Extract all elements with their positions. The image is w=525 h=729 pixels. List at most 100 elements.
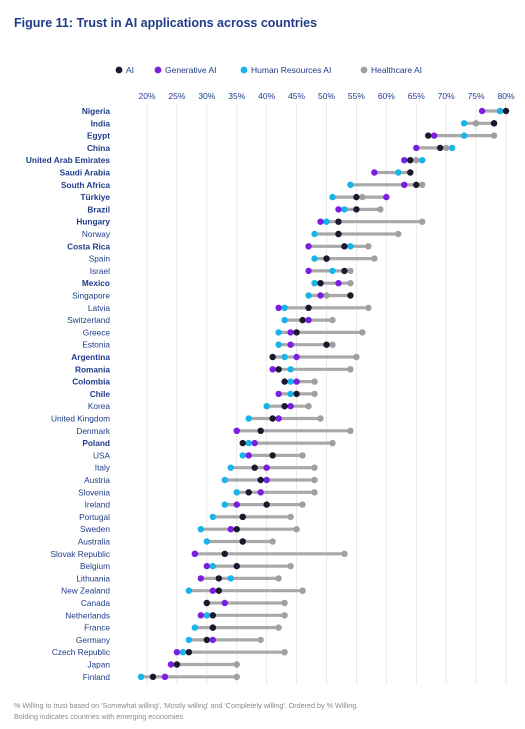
dot-hr: [287, 366, 294, 373]
dot-gen: [335, 206, 342, 213]
dot-health: [275, 575, 282, 582]
dot-hr: [323, 218, 330, 225]
dot-hr: [179, 649, 187, 656]
dot-health: [287, 562, 294, 570]
dot-gen: [317, 218, 324, 225]
dot-gen: [197, 575, 205, 582]
chart-grid: [146, 104, 507, 685]
dot-gen: [167, 661, 175, 668]
dot-health: [269, 538, 276, 545]
dot-ai: [436, 144, 444, 152]
x-axis-ticks: 20% 25% 30% 35% 40% 45% 50% 55% 60% 65% 70% 75% 80%: [138, 91, 514, 101]
dot-hr: [263, 403, 270, 410]
country-label: Italy: [95, 463, 111, 473]
dot-hr: [347, 243, 354, 250]
dot-gen: [191, 550, 199, 557]
country-label: Nigeria: [82, 106, 111, 116]
dot-health: [311, 390, 318, 398]
dot-hr: [221, 501, 228, 508]
dot-health: [419, 218, 426, 225]
dot-ai: [407, 169, 414, 176]
dot-gen: [275, 304, 282, 311]
dot-hr: [311, 230, 318, 238]
country-label: Canada: [81, 598, 110, 608]
row-usa: USA: [93, 450, 306, 460]
country-label: Spain: [89, 254, 111, 264]
dot-hr: [287, 390, 294, 398]
country-label: Lithuania: [76, 573, 110, 583]
country-label: Chile: [90, 389, 111, 399]
row-norway: Norway: [82, 229, 402, 239]
dot-health: [281, 649, 288, 656]
row-saudi-arabia: Saudi Arabia: [60, 168, 414, 178]
dot-gen: [413, 144, 420, 152]
x-tick-label-11: 75%: [468, 91, 485, 101]
dot-hr: [347, 181, 354, 188]
dot-health: [329, 439, 336, 447]
dot-gen: [269, 366, 276, 373]
dot-ai: [239, 538, 246, 545]
dot-ai: [209, 624, 217, 631]
row-germany: Germany: [76, 635, 264, 645]
country-label: Greece: [83, 327, 111, 337]
row-brazil: Brazil: [87, 204, 384, 214]
dot-ai: [149, 673, 157, 680]
dot-health: [311, 489, 318, 496]
dot-gen: [305, 243, 312, 250]
row-denmark: Denmark: [76, 426, 354, 436]
dot-hr: [233, 489, 240, 496]
dot-health: [311, 464, 318, 471]
dot-gen: [197, 612, 205, 619]
row-mexico: Mexico: [82, 278, 354, 288]
dot-hr: [281, 316, 288, 324]
dot-ai: [203, 636, 211, 644]
row-costa-rica: Costa Rica: [67, 241, 372, 251]
row-canada: Canada: [81, 598, 288, 608]
dot-ai: [215, 587, 222, 594]
row-colombia: Colombia: [72, 377, 318, 387]
country-label: Colombia: [72, 377, 110, 387]
row-korea: Korea: [88, 401, 312, 411]
dot-gen: [383, 193, 390, 201]
country-label: Slovak Republic: [51, 549, 111, 559]
dot-gen: [317, 292, 324, 299]
dot-ai: [269, 353, 276, 361]
dot-gen: [233, 501, 240, 508]
dot-hr: [197, 526, 205, 533]
country-label: Latvia: [88, 303, 111, 313]
dot-health: [365, 304, 372, 311]
dot-health: [395, 230, 402, 238]
dot-health: [341, 550, 348, 557]
country-label: Norway: [82, 229, 111, 239]
dot-ai: [323, 255, 330, 262]
dot-ai: [425, 132, 432, 139]
dot-ai: [275, 366, 282, 373]
row-austria: Austria: [84, 475, 318, 485]
country-label: China: [87, 143, 110, 153]
x-tick-label-1: 25%: [168, 91, 185, 101]
dot-gen: [275, 390, 282, 398]
dot-ai: [239, 439, 246, 447]
dot-health: [323, 292, 330, 299]
legend-marker-3: [360, 66, 368, 74]
country-label: Romania: [75, 364, 110, 374]
country-label: India: [91, 118, 111, 128]
dot-hr: [460, 132, 468, 139]
row-united-arab-emirates: United Arab Emirates: [26, 155, 426, 165]
dot-health: [365, 243, 372, 250]
dot-hr: [185, 587, 193, 594]
country-label: Korea: [88, 401, 111, 411]
dot-hr: [419, 157, 426, 164]
legend-label-2: Human Resources AI: [251, 65, 331, 75]
row-china: China: [87, 143, 456, 153]
dot-health: [472, 120, 480, 127]
dot-ai: [221, 550, 228, 557]
x-tick-label-6: 50%: [318, 91, 335, 101]
x-tick-label-0: 20%: [138, 91, 155, 101]
dot-gen: [335, 280, 342, 287]
row-united-kingdom: United Kingdom: [51, 414, 324, 424]
dot-hr: [245, 415, 252, 422]
footnote-2: Bolding indicates countries with emergin…: [14, 712, 185, 721]
dot-gen: [478, 107, 486, 115]
dot-health: [281, 599, 288, 607]
